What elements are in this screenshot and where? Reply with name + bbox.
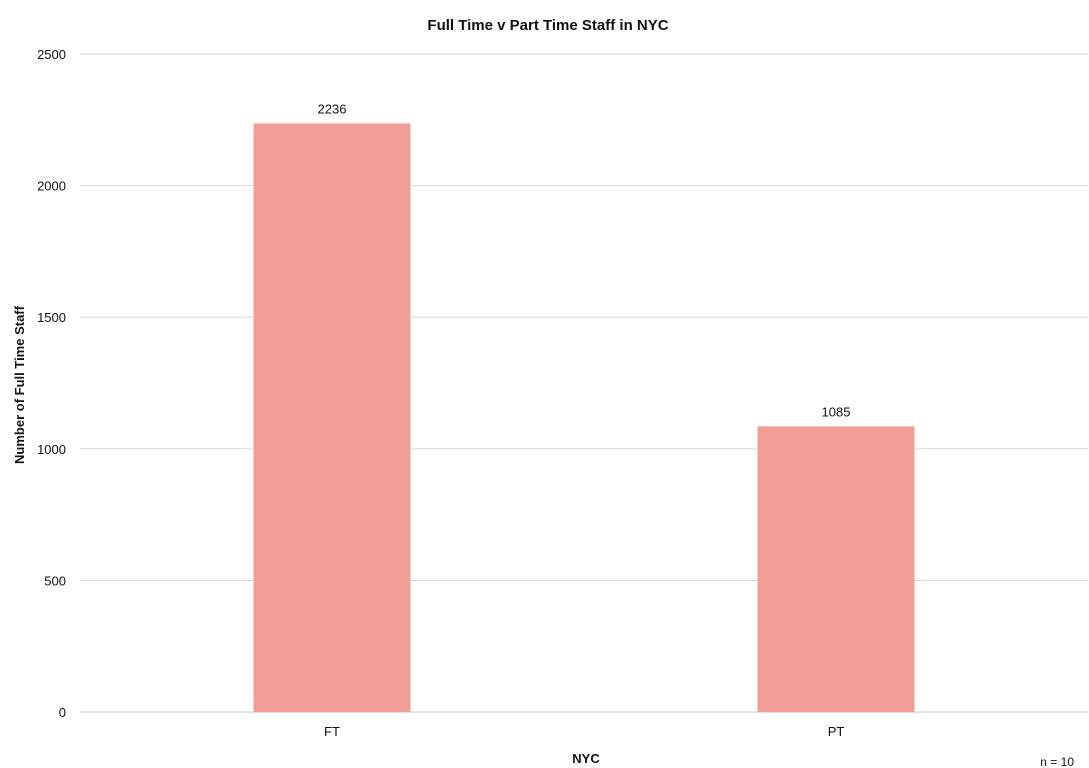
y-axis-label: Number of Full Time Staff bbox=[12, 305, 27, 464]
y-tick-label: 500 bbox=[44, 573, 66, 588]
bar-ft bbox=[253, 123, 411, 712]
data-label-pt: 1085 bbox=[822, 404, 851, 419]
y-tick-label: 2500 bbox=[37, 47, 66, 62]
bar-pt bbox=[757, 426, 915, 712]
x-tick-label-ft: FT bbox=[324, 724, 340, 739]
plot-area: 0 500 1000 1500 2000 2500 2236 FT 1085 PT bbox=[37, 47, 1088, 739]
sample-size-note: n = 10 bbox=[1040, 755, 1074, 768]
x-axis-label: NYC bbox=[572, 751, 600, 766]
x-tick-label-pt: PT bbox=[828, 724, 845, 739]
y-tick-label: 2000 bbox=[37, 179, 66, 194]
data-label-ft: 2236 bbox=[318, 101, 347, 116]
y-tick-label: 1500 bbox=[37, 310, 66, 325]
chart-title: Full Time v Part Time Staff in NYC bbox=[427, 17, 668, 34]
y-tick-label: 0 bbox=[59, 705, 66, 720]
y-tick-label: 1000 bbox=[37, 442, 66, 457]
